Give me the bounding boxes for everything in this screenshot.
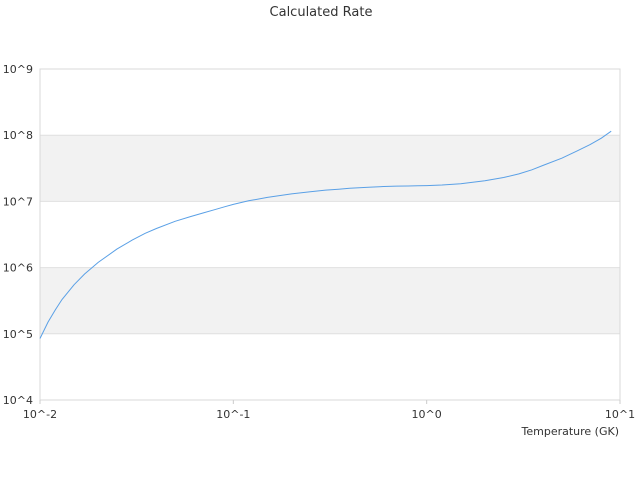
y-tick-label: 10^9 [3,63,33,76]
plot-band [40,135,620,202]
plot-bands [40,135,620,334]
y-axis-ticks: 10^4 10^5 10^6 10^7 10^8 10^9 [3,63,33,407]
y-tick-label: 10^6 [3,262,33,275]
y-tick-label: 10^4 [3,394,33,407]
series-layer [39,130,612,339]
x-axis-ticks: 10^-2 10^-1 10^0 10^1 [23,400,635,421]
y-tick-label: 10^5 [3,328,33,341]
x-tick-label: 10^1 [605,408,635,421]
chart-title: Calculated Rate [270,5,373,20]
plot-band [40,267,620,334]
y-tick-label: 10^8 [3,129,33,142]
x-tick-label: 10^-2 [23,408,57,421]
plot-area [39,68,621,401]
y-tick-label: 10^7 [3,195,33,208]
x-axis-title: Temperature (GK) [521,425,620,438]
x-tick-label: 10^0 [412,408,442,421]
x-tick-label: 10^-1 [216,408,250,421]
gridlines [40,68,620,401]
series-line-0 [39,130,612,339]
